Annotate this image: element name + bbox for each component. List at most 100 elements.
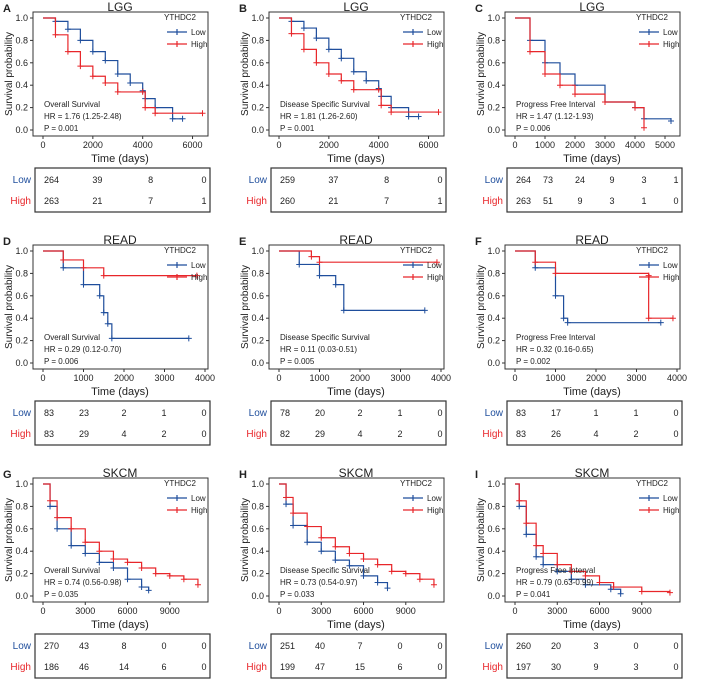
risk-count: 24 <box>575 175 585 185</box>
risk-count: 3 <box>633 662 638 672</box>
x-tick-label: 4000 <box>133 140 153 150</box>
chart-title: READ <box>339 233 373 247</box>
censor-mark-low <box>313 35 320 42</box>
annotation-line: Overall Survival <box>44 333 100 342</box>
censor-mark-low <box>127 79 134 86</box>
legend-title: YTHDC2 <box>636 246 669 255</box>
x-tick-label: 2000 <box>319 140 339 150</box>
risk-row-label: High <box>246 429 267 440</box>
annotation-line: Disease Specific Survival <box>280 333 370 342</box>
legend-label: High <box>191 506 207 515</box>
censor-mark-high <box>388 568 395 575</box>
risk-count: 37 <box>328 175 338 185</box>
risk-count: 1 <box>673 175 678 185</box>
y-tick-label: 0.8 <box>251 501 264 511</box>
legend-title: YTHDC2 <box>164 13 197 22</box>
legend-label: High <box>427 506 443 515</box>
censor-mark-high <box>138 565 145 571</box>
x-tick-label: 2000 <box>565 140 585 150</box>
legend-label: High <box>191 273 207 282</box>
y-tick-label: 1.0 <box>251 479 264 489</box>
x-axis-label: Time (days) <box>91 619 149 631</box>
annotation-line: Disease Specific Survival <box>280 100 370 109</box>
y-tick-label: 1.0 <box>251 13 264 23</box>
risk-row-label: High <box>482 662 503 673</box>
y-tick-label: 0.4 <box>251 546 264 556</box>
y-tick-label: 0.4 <box>15 80 28 90</box>
censor-mark-low <box>68 542 75 549</box>
legend-label: High <box>663 273 679 282</box>
risk-count: 263 <box>516 196 531 206</box>
annotation-line: HR = 0.79 (0.63-0.99) <box>516 578 594 587</box>
censor-mark-low <box>384 585 391 592</box>
y-tick-label: 0.8 <box>487 501 500 511</box>
censor-mark-high <box>193 272 200 279</box>
x-tick-label: 9000 <box>632 606 652 616</box>
x-axis-label: Time (days) <box>91 153 149 165</box>
annotation-line: Progress Free Interval <box>516 333 595 342</box>
x-tick-label: 2000 <box>114 373 134 383</box>
x-tick-label: 3000 <box>595 140 615 150</box>
panel-letter: F <box>475 236 482 248</box>
y-axis-label: Survival probability <box>476 265 487 349</box>
censor-mark-high <box>557 82 563 89</box>
censor-mark-low <box>169 115 176 122</box>
km-curve-low <box>279 250 425 311</box>
censor-mark-low <box>421 307 428 314</box>
legend-swatch-high <box>403 507 423 513</box>
censor-mark-high <box>596 579 603 586</box>
x-axis-label: Time (days) <box>563 619 621 631</box>
x-tick-label: 0 <box>276 140 281 150</box>
risk-count: 83 <box>44 408 54 418</box>
chart-title: LGG <box>343 0 368 14</box>
legend-swatch-low <box>639 495 659 501</box>
censor-mark-high <box>110 556 117 563</box>
censor-mark-high <box>610 584 617 591</box>
censor-mark-high <box>430 581 437 588</box>
legend-title: YTHDC2 <box>400 479 433 488</box>
censor-mark-low <box>283 501 290 508</box>
x-axis-label: Time (days) <box>563 153 621 165</box>
censor-mark-low <box>145 587 152 594</box>
censor-mark-high <box>374 561 381 568</box>
x-axis-label: Time (days) <box>91 386 149 398</box>
risk-count: 6 <box>397 662 402 672</box>
censor-mark-high <box>114 88 121 95</box>
x-axis-label: Time (days) <box>563 386 621 398</box>
risk-count: 251 <box>280 641 295 651</box>
risk-count: 1 <box>641 196 646 206</box>
risk-row-label: Low <box>13 641 32 652</box>
censor-mark-low <box>560 315 567 322</box>
risk-count: 0 <box>673 641 678 651</box>
censor-mark-low <box>60 264 67 271</box>
censor-mark-high <box>152 110 159 117</box>
plot-frame <box>504 244 681 370</box>
risk-count: 197 <box>516 662 531 672</box>
x-tick-label: 3000 <box>390 373 410 383</box>
risk-table-frame <box>34 400 211 446</box>
risk-count: 7 <box>357 641 362 651</box>
risk-count: 2 <box>357 408 362 418</box>
risk-row-label: High <box>482 429 503 440</box>
annotation-line: P = 0.001 <box>280 124 315 133</box>
y-tick-label: 0.2 <box>487 569 500 579</box>
censor-mark-low <box>179 115 186 122</box>
censor-mark-high <box>360 556 367 563</box>
plot-frame <box>32 11 209 137</box>
censor-mark-low <box>47 503 54 510</box>
risk-count: 83 <box>516 408 526 418</box>
y-axis-label: Survival probability <box>476 498 487 582</box>
panel-letter: E <box>239 236 246 248</box>
censor-mark-low <box>540 561 547 568</box>
risk-table-frame <box>34 167 211 213</box>
censor-mark-high <box>96 548 103 555</box>
legend-label: Low <box>663 494 678 503</box>
panel-letter: H <box>239 469 247 481</box>
legend-title: YTHDC2 <box>400 13 433 22</box>
risk-count: 2 <box>161 429 166 439</box>
y-tick-label: 1.0 <box>487 246 500 256</box>
y-tick-label: 0.2 <box>15 569 28 579</box>
risk-count: 0 <box>201 662 206 672</box>
